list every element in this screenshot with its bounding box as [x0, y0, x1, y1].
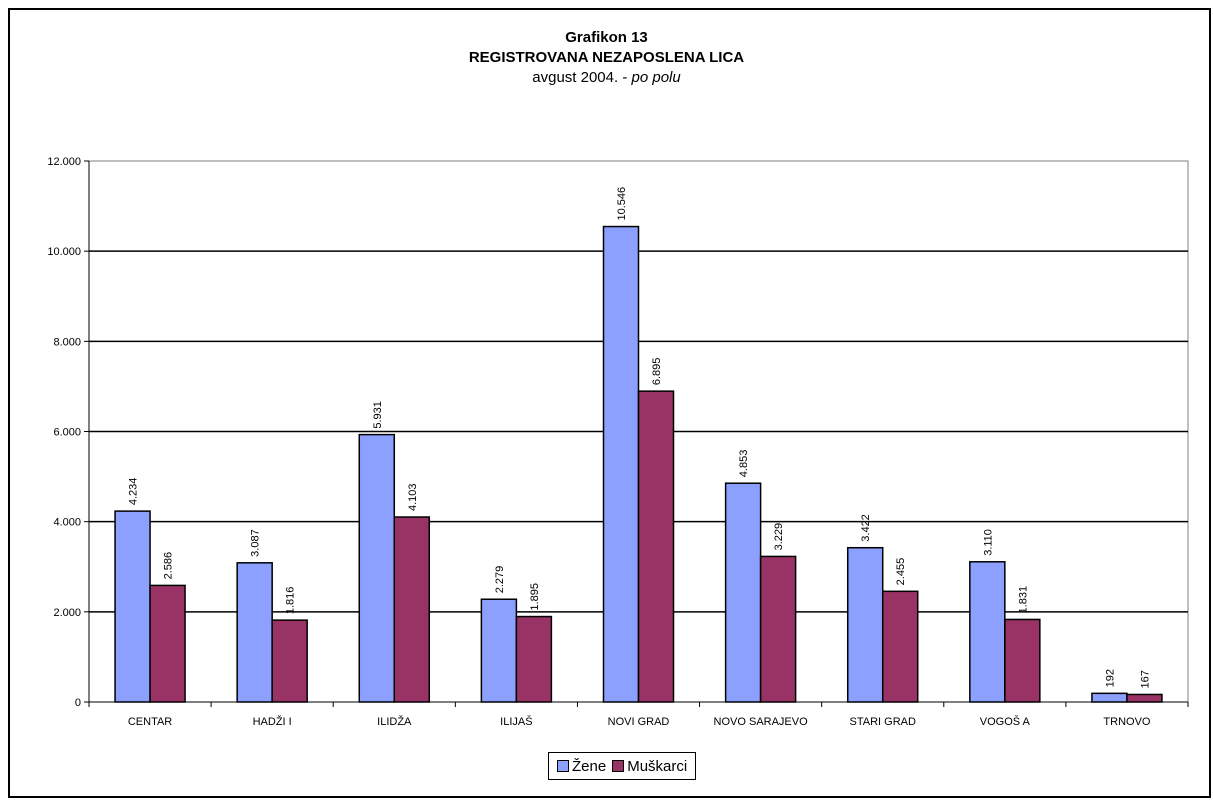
legend-item-zene: Žene — [557, 758, 606, 775]
data-label: 5.931 — [372, 401, 384, 429]
legend-label-zene: Žene — [572, 757, 607, 775]
subtitle-period-text: avgust 2004. - — [532, 69, 632, 86]
data-label: 3.422 — [860, 514, 872, 542]
data-label: 3.087 — [250, 529, 262, 557]
bar-zene — [602, 225, 640, 703]
y-tick-label: 0 — [75, 697, 81, 709]
bar-zene — [236, 562, 273, 703]
bar-muskarci — [393, 516, 431, 703]
bar-zene — [724, 482, 762, 703]
bar-muskarci — [759, 555, 797, 703]
bar-muskarci — [637, 390, 675, 703]
bar-zene — [358, 433, 396, 703]
legend-swatch-muskarci — [612, 760, 625, 772]
x-tick-label: CENTAR — [128, 716, 172, 728]
x-tick-label: VOGOŠ A — [980, 715, 1031, 728]
bars — [114, 225, 1163, 703]
data-label: 2.279 — [494, 566, 506, 594]
data-label: 167 — [1139, 670, 1151, 688]
chart-subtitle: REGISTROVANA NEZAPOSLENA LICA — [468, 49, 745, 66]
y-tick-label: 10.000 — [47, 246, 81, 258]
y-tick-label: 8.000 — [53, 336, 81, 348]
x-tick-label: HADŽI I — [253, 715, 292, 728]
data-label: 3.110 — [982, 529, 994, 556]
x-tick-label: NOVI GRAD — [608, 716, 670, 728]
bar-muskarci — [1126, 693, 1163, 703]
bar-muskarci — [881, 590, 919, 703]
bar-muskarci — [1004, 618, 1041, 703]
bar-muskarci — [271, 619, 308, 703]
data-label: 10.546 — [616, 187, 628, 221]
y-tick-label: 2.000 — [53, 607, 81, 619]
x-tick-label: NOVO SARAJEVO — [714, 716, 809, 728]
y-tick-label: 12.000 — [47, 156, 81, 168]
data-label: 2.455 — [895, 558, 907, 586]
x-tick-label: STARI GRAD — [850, 716, 916, 728]
y-tick-label: 4.000 — [53, 517, 81, 529]
bar-zene — [480, 598, 518, 703]
legend-item-muskarci: Muškarci — [612, 758, 687, 775]
data-label: 1.816 — [285, 587, 297, 615]
bar-muskarci — [149, 584, 186, 703]
data-labels: 4.234 2.586 3.087 1.816 5.931 4.103 2.279 1.895… — [128, 187, 1152, 689]
chart-titles: Grafikon 13 REGISTROVANA NEZAPOSLENA LIC… — [0, 28, 1213, 88]
chart-legend: Žene Muškarci — [548, 752, 697, 780]
data-label: 3.229 — [773, 523, 785, 551]
subtitle-period-italic: po polu — [631, 69, 681, 86]
bar-zene — [114, 510, 151, 703]
legend-label-muskarci: Muškarci — [627, 757, 688, 775]
legend-swatch-zene — [557, 760, 569, 772]
data-label: 192 — [1104, 669, 1116, 687]
chart-subtitle-period: avgust 2004. - po polu — [0, 68, 1213, 88]
bar-zene — [846, 546, 884, 703]
data-label: 1.895 — [529, 583, 541, 611]
data-label: 2.586 — [163, 552, 175, 580]
x-tick-label: ILIJAŠ — [500, 715, 532, 728]
y-tick-label: 6.000 — [53, 427, 81, 439]
chart-title: Grafikon 13 — [565, 29, 648, 46]
x-tick-label: TRNOVO — [1103, 716, 1151, 728]
data-label: 4.103 — [407, 483, 419, 511]
data-label: 6.895 — [651, 358, 663, 386]
data-label: 4.234 — [128, 478, 140, 506]
bar-zene — [969, 561, 1006, 703]
axes: 0 2.000 4.000 6.000 8.000 10.000 12.000 CENTAR H… — [47, 156, 1189, 728]
data-label: 4.853 — [738, 450, 750, 478]
x-tick-label: ILIDŽA — [377, 715, 412, 728]
bar-zene — [1091, 692, 1128, 703]
bar-muskarci — [515, 615, 553, 703]
data-label: 1.831 — [1017, 586, 1029, 614]
